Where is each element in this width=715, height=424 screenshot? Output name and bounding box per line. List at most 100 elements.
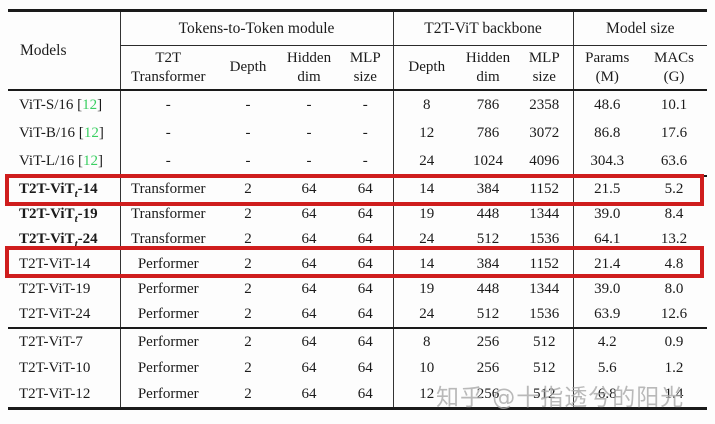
cell-params: 6.8 <box>572 381 641 409</box>
cell-backbone-depth: 8 <box>392 90 460 119</box>
header-line: MLP <box>528 49 560 66</box>
table-row-t2t-vit-10: T2T-ViT-10 Performer 2 64 64 10 256 512 … <box>8 355 707 381</box>
header-line: (M) <box>595 68 619 85</box>
cell-t2t-depth: 2 <box>244 385 252 402</box>
column-header-t2t-hidden-dim: Hidden dim <box>280 45 338 91</box>
header-line: (G) <box>663 68 685 85</box>
column-header-backbone-hidden-dim: Hidden dim <box>460 45 516 91</box>
cell-macs: 1.2 <box>664 359 684 376</box>
model-name-suffix: -19 <box>77 206 98 222</box>
cell-t2t-depth: 2 <box>244 306 252 322</box>
cell-t2t-depth: 2 <box>244 256 252 272</box>
cell-backbone-mlp-size: 512 <box>516 327 573 355</box>
cell-params: 21.4 <box>572 252 641 277</box>
cell-backbone-depth: 8 <box>392 327 460 355</box>
cell-params: 48.6 <box>572 90 641 119</box>
model-name: T2T-ViT-19 <box>19 281 91 297</box>
cell-backbone-depth: 19 <box>392 202 460 227</box>
cell-backbone-mlp-size: 512 <box>533 359 556 376</box>
cell-t2t-depth: 2 <box>244 359 252 376</box>
cell-params: 86.8 <box>572 119 641 147</box>
cell-backbone-hidden-dim: 448 <box>476 281 500 297</box>
cell-t2t-hidden-dim: 64 <box>301 281 317 297</box>
cell-t2t-hidden-dim: - <box>306 124 312 141</box>
cell-t2t-mlp-size: 64 <box>357 385 373 402</box>
model-name: ViT-S/16 [ <box>19 96 83 113</box>
cell-params: 5.6 <box>572 355 641 381</box>
citation-number: 12 <box>82 152 98 169</box>
cell-t2t-mlp-size: 64 <box>357 359 373 376</box>
cell-t2t-depth: 2 <box>244 206 252 222</box>
table-row-vit-b-16: ViT-B/16 [12] - - - - 12 786 3072 86.8 1… <box>8 119 707 147</box>
model-name-cell: T2T-ViTt-19 <box>8 202 120 227</box>
header-line: size <box>353 68 377 85</box>
cell-backbone-hidden-dim: 512 <box>476 231 500 247</box>
cell-t2t-mlp-size: 64 <box>338 175 393 202</box>
cell-backbone-mlp-size: 1344 <box>529 206 560 222</box>
cell-backbone-mlp-size: 512 <box>533 385 556 402</box>
model-name-cell: ViT-S/16 [12] <box>8 90 120 119</box>
cell-backbone-mlp-size: 1536 <box>529 231 560 247</box>
table-row-vit-s-16: ViT-S/16 [12] - - - - 8 786 2358 48.6 10… <box>8 90 707 119</box>
column-header-t2t-mlp-size: MLP size <box>338 45 393 91</box>
cell-params: 304.3 <box>572 147 641 176</box>
cell-backbone-depth: 24 <box>392 302 460 328</box>
cell-macs: 17.6 <box>660 124 688 141</box>
table-row-vit-l-16: ViT-L/16 [12] - - - - 24 1024 4096 304.3… <box>8 147 707 176</box>
cell-macs: 4.8 <box>664 256 684 272</box>
group-header-model-size: Model size <box>572 10 708 46</box>
model-name: T2T-ViT-10 <box>19 359 91 376</box>
column-header-backbone-mlp-size: MLP size <box>516 45 573 91</box>
cell-backbone-depth: 10 <box>392 355 460 381</box>
header-line: Transformer <box>131 68 206 85</box>
cell-backbone-depth: 24 <box>392 147 460 176</box>
header-line: dim <box>297 68 321 85</box>
model-name-cell: ViT-L/16 [12] <box>8 147 120 176</box>
cell-t2t-hidden-dim: - <box>306 152 312 169</box>
cell-t2t-hidden-dim: 64 <box>280 327 338 355</box>
cell-backbone-hidden-dim: 512 <box>476 306 500 322</box>
citation-bracket: ] <box>97 152 103 169</box>
column-header-backbone-depth: Depth <box>392 45 460 91</box>
cell-backbone-depth: 14 <box>392 252 460 277</box>
cell-t2t-mlp-size: 64 <box>338 327 393 355</box>
cell-t2t-depth: - <box>245 152 251 169</box>
cell-backbone-hidden-dim: 448 <box>476 206 500 222</box>
table-row-t2t-vit-7: T2T-ViT-7 Performer 2 64 64 8 256 512 4.… <box>8 327 708 355</box>
cell-t2t-mlp-size: - <box>362 96 368 113</box>
table-row-t2t-vit-12: T2T-ViT-12 Performer 2 64 64 12 256 512 … <box>8 381 707 409</box>
model-name-cell: T2T-ViT-24 <box>8 302 120 328</box>
cell-macs: 63.6 <box>660 152 688 169</box>
group-header-row: Models Tokens-to-Token module T2T-ViT ba… <box>8 10 708 91</box>
cell-backbone-depth: 12 <box>392 119 460 147</box>
cell-macs: 12.6 <box>660 306 688 322</box>
cell-t2t-depth: - <box>245 96 251 113</box>
cell-t2t-hidden-dim: 64 <box>301 306 317 322</box>
cell-t2t-mlp-size: - <box>362 152 368 169</box>
cell-t2t-transformer: Performer <box>119 381 216 409</box>
citation-number: 12 <box>82 96 98 113</box>
column-header-macs: MACs (G) <box>641 45 708 91</box>
cell-backbone-hidden-dim: 786 <box>476 124 500 141</box>
highlight-box-t2t-vit-t-14-row <box>5 174 704 206</box>
zhihu-watermark: 知乎 @十指透兮的阳光 <box>436 385 685 411</box>
model-name: T2T-ViT-24 <box>19 306 91 322</box>
cell-backbone-hidden-dim: 384 <box>460 175 516 202</box>
model-name: T2T-ViT-14 <box>19 256 91 272</box>
cell-macs: 0.9 <box>641 327 708 355</box>
cell-backbone-mlp-size: 1152 <box>516 175 573 202</box>
cell-params: 39.0 <box>572 277 641 302</box>
cell-backbone-hidden-dim: 384 <box>476 256 500 272</box>
cell-t2t-mlp-size: 64 <box>357 306 373 322</box>
cell-t2t-hidden-dim: 64 <box>301 256 317 272</box>
column-header-params: Params (M) <box>572 45 641 91</box>
cell-backbone-mlp-size: 1536 <box>529 306 560 322</box>
cell-t2t-hidden-dim: - <box>306 96 312 113</box>
table-row-t2t-vit-14: T2T-ViT-14 Performer 2 64 64 14 384 1152… <box>8 252 707 277</box>
model-name: T2T-ViT-12 <box>19 385 91 402</box>
cell-t2t-hidden-dim: 64 <box>301 206 317 222</box>
cell-t2t-transformer: Performer <box>119 327 216 355</box>
cell-t2t-hidden-dim: 64 <box>301 385 317 402</box>
cell-t2t-transformer: Performer <box>119 302 216 328</box>
cell-t2t-mlp-size: 64 <box>357 256 373 272</box>
